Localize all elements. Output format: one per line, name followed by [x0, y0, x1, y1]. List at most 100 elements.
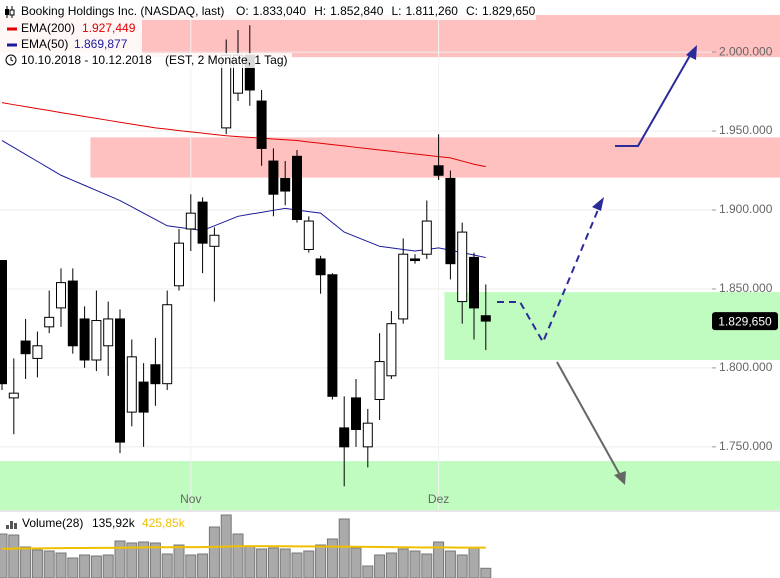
volume-bar — [456, 554, 468, 578]
ohlc-name: L: — [391, 4, 401, 18]
legend-value: 1.869,877 — [74, 37, 128, 51]
candle-body — [374, 361, 385, 400]
volume-bar — [397, 548, 409, 578]
y-tick-label: 1.800.000 — [719, 360, 773, 374]
volume-bar — [67, 557, 79, 578]
clock-icon — [5, 54, 17, 66]
candle-body — [410, 258, 420, 262]
candle-body — [457, 231, 468, 303]
candle-body — [268, 160, 279, 195]
candle-body — [20, 340, 31, 355]
y-tick-label: 2.000.000 — [719, 44, 773, 58]
volume-bar — [232, 533, 244, 578]
ohlc-value: 1.852,840 — [330, 4, 384, 18]
volume-bar — [291, 552, 303, 578]
volume-bar — [79, 554, 91, 578]
zone — [0, 461, 780, 510]
ohlc-name: O: — [236, 4, 249, 18]
y-tick-label: 1.850.000 — [719, 281, 773, 295]
arrow-head — [592, 197, 604, 211]
arrow-head — [614, 471, 626, 485]
candle-body — [162, 304, 173, 385]
volume-bar — [444, 550, 456, 578]
volume-bar — [20, 546, 32, 578]
volume-avg-value: 425,85k — [142, 516, 186, 530]
clock-icon — [10, 57, 14, 62]
ohlc-name: H: — [314, 4, 326, 18]
candle-body — [150, 364, 161, 385]
volume-name: Volume(28) — [22, 516, 83, 530]
volume-bar — [149, 542, 161, 578]
volume-bar — [350, 547, 362, 578]
candle-body — [67, 280, 78, 347]
volume-bar — [267, 547, 279, 578]
candle-body — [398, 253, 409, 320]
volume-bar — [55, 552, 67, 578]
candle-body — [280, 177, 291, 192]
candle-body — [303, 220, 314, 250]
volume-bar — [0, 533, 8, 578]
candle-body — [126, 356, 137, 413]
legend-bg — [0, 3, 536, 20]
candle-body — [480, 315, 491, 322]
candle-body — [256, 100, 267, 149]
candle-body — [138, 381, 149, 413]
volume-bar — [208, 526, 220, 578]
volume-icon — [10, 521, 13, 529]
date-range: 10.10.2018 - 10.12.2018 — [21, 53, 152, 67]
arrow-down — [556, 361, 621, 476]
candle-body — [433, 165, 444, 176]
volume-bar — [114, 540, 126, 578]
volume-bar — [244, 545, 256, 578]
volume-bar — [480, 567, 492, 578]
volume-bar — [102, 554, 114, 578]
ohlc-value: 1.811,260 — [405, 4, 458, 18]
volume-bar — [256, 548, 268, 578]
volume-bar — [315, 544, 327, 578]
candle-body — [32, 345, 43, 359]
volume-bar — [173, 544, 185, 578]
candle-body — [197, 201, 208, 244]
volume-bar — [303, 550, 315, 578]
volume-bar — [31, 549, 43, 578]
y-tick-label: 1.900.000 — [719, 202, 773, 216]
x-tick-label: Nov — [180, 492, 201, 506]
candle-body — [209, 234, 220, 247]
volume-bar — [326, 538, 338, 578]
candle-body — [79, 318, 90, 361]
volume-bar — [126, 542, 138, 578]
volume-bar — [385, 552, 397, 578]
period: (EST, 2 Monate, 1 Tag) — [165, 53, 288, 67]
volume-icon — [6, 525, 9, 529]
legend-value: 1.927,449 — [82, 21, 136, 35]
legend-name: EMA(200) — [21, 21, 75, 35]
volume-bar — [90, 555, 102, 578]
volume-bar — [409, 550, 421, 578]
volume-bar — [8, 534, 20, 578]
volume-bar — [279, 548, 291, 578]
y-tick-label: 1.950.000 — [719, 123, 773, 137]
volume-bar — [185, 554, 197, 578]
candle-body — [469, 256, 479, 309]
volume-icon — [14, 523, 17, 529]
ema-line — [1, 102, 486, 168]
legend-bg — [0, 53, 292, 68]
volume-bar — [362, 565, 374, 578]
indicator-lines — [1, 102, 486, 259]
legend-bg — [0, 515, 190, 531]
arrow-up — [615, 51, 693, 147]
legend-name: EMA(50) — [21, 37, 68, 51]
price-tag-label: 1.829,650 — [718, 314, 772, 328]
candle-body — [56, 282, 66, 309]
volume-panel: Volume(28) 135,92k 425,85k — [0, 514, 492, 578]
volume-bar — [161, 553, 173, 578]
candle-body — [386, 323, 397, 377]
candle-icon — [5, 6, 15, 18]
axis: 1.750.000 1.800.000 1.850.000 1.900.000 1.95… — [180, 44, 778, 506]
volume-bar — [197, 553, 209, 578]
ohlc-value: 1.833,040 — [253, 4, 307, 18]
y-tick-label: 1.750.000 — [719, 439, 773, 453]
candle-body — [103, 318, 114, 347]
